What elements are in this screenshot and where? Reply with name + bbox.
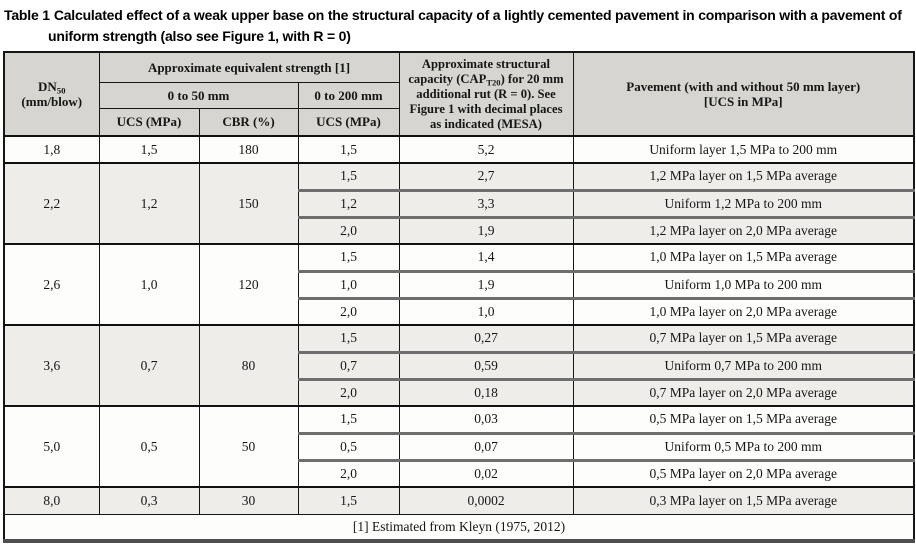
table-row: 2,0 1,9 1,2 MPa layer on 2,0 MPa average xyxy=(4,215,915,245)
cell-ucs-0-200: 1,5 xyxy=(297,135,400,164)
cell-ucs-0-50: 0,3 xyxy=(98,486,200,515)
header-ucs-0-50: UCS (MPa) xyxy=(98,107,200,137)
cell-cap: 2,7 xyxy=(398,162,574,191)
cell-cap: 5,2 xyxy=(398,135,574,164)
header-structural-capacity: Approximate structural capacity (CAPT20)… xyxy=(398,51,574,137)
cell-cap: 1,0 xyxy=(398,296,574,326)
header-dn50: DN50 (mm/blow) xyxy=(3,51,100,137)
header-dn50-unit: (mm/blow) xyxy=(21,94,83,109)
header-row-1: DN50 (mm/blow) Approximate equivalent st… xyxy=(3,51,915,137)
cell-dn50: 5,0 xyxy=(3,405,100,488)
cell-ucs-0-50: 0,5 xyxy=(98,405,200,488)
cell-pavement: 0,3 MPa layer on 1,5 MPa average xyxy=(572,486,915,515)
table-row: 0,7 0,59 Uniform 0,7 MPa to 200 mm xyxy=(4,350,915,380)
cell-cap: 0,07 xyxy=(398,431,574,461)
cell-pavement: Uniform 1,0 MPa to 200 mm xyxy=(572,269,915,299)
cell-pavement: Uniform layer 1,5 MPa to 200 mm xyxy=(572,135,915,164)
cell-cbr: 80 xyxy=(198,324,299,407)
header-row-2: 0 to 50 mm 0 to 200 mm xyxy=(4,81,914,109)
table-row: 3,6 0,7 80 1,5 0,27 0,7 MPa layer on 1,5… xyxy=(3,324,915,407)
cell-cap: 0,59 xyxy=(398,350,574,380)
table-row: 2,0 0,18 0,7 MPa layer on 2,0 MPa averag… xyxy=(4,377,915,407)
cell-pavement: 0,7 MPa layer on 1,5 MPa average xyxy=(572,324,915,353)
cell-cbr: 150 xyxy=(198,162,299,245)
cell-ucs-0-200: 2,0 xyxy=(297,458,400,488)
cell-cap: 1,9 xyxy=(398,269,574,299)
table-row: 1,2 3,3 Uniform 1,2 MPa to 200 mm xyxy=(4,188,915,218)
cell-ucs-0-200: 1,0 xyxy=(297,269,400,299)
cell-cap: 1,9 xyxy=(398,215,574,245)
cell-pavement: 0,5 MPa layer on 1,5 MPa average xyxy=(572,405,915,434)
cell-ucs-0-200: 0,7 xyxy=(297,350,400,380)
cell-cbr: 50 xyxy=(198,405,299,488)
cell-pavement: 1,0 MPa layer on 2,0 MPa average xyxy=(572,296,915,326)
table-row: 0,5 0,07 Uniform 0,5 MPa to 200 mm xyxy=(4,431,915,461)
cell-pavement: 1,2 MPa layer on 1,5 MPa average xyxy=(572,162,915,191)
header-row-3: UCS (MPa) CBR (%) UCS (MPa) xyxy=(4,107,914,137)
cell-cap: 0,03 xyxy=(398,405,574,434)
cell-cap: 0,18 xyxy=(398,377,574,407)
cell-ucs-0-200: 1,2 xyxy=(297,188,400,218)
table-1: DN50 (mm/blow) Approximate equivalent st… xyxy=(3,51,915,543)
cell-pavement: 0,7 MPa layer on 2,0 MPa average xyxy=(572,377,915,407)
table-row: 1,8 1,5 180 1,5 5,2 Uniform layer 1,5 MP… xyxy=(3,135,915,164)
cell-cap: 1,4 xyxy=(398,243,574,272)
cell-ucs-0-200: 1,5 xyxy=(297,486,400,515)
table-row: 5,0 0,5 50 1,5 0,03 0,5 MPa layer on 1,5… xyxy=(3,405,915,488)
cell-ucs-0-200: 2,0 xyxy=(297,296,400,326)
cell-dn50: 2,6 xyxy=(3,243,100,326)
cell-ucs-0-50: 1,0 xyxy=(98,243,200,326)
cell-pavement: 1,0 MPa layer on 1,5 MPa average xyxy=(572,243,915,272)
header-cbr: CBR (%) xyxy=(198,107,299,137)
cell-dn50: 8,0 xyxy=(3,486,100,515)
cell-ucs-0-50: 1,2 xyxy=(98,162,200,245)
table-row: 2,0 0,02 0,5 MPa layer on 2,0 MPa averag… xyxy=(4,458,915,488)
cell-dn50: 1,8 xyxy=(3,135,100,164)
cell-ucs-0-200: 2,0 xyxy=(297,215,400,245)
cell-ucs-0-200: 1,5 xyxy=(297,324,400,353)
cell-cap: 3,3 xyxy=(398,188,574,218)
table-row: 2,6 1,0 120 1,5 1,4 1,0 MPa layer on 1,5… xyxy=(3,243,915,326)
table-row: 1,0 1,9 Uniform 1,0 MPa to 200 mm xyxy=(4,269,915,299)
header-span-0-50: 0 to 50 mm xyxy=(98,81,299,109)
header-span-0-200: 0 to 200 mm xyxy=(297,81,400,109)
cell-pavement: 1,2 MPa layer on 2,0 MPa average xyxy=(572,215,915,245)
cell-cap: 0,02 xyxy=(398,458,574,488)
header-pavement: Pavement (with and without 50 mm layer) … xyxy=(572,51,915,137)
cell-cbr: 30 xyxy=(198,486,299,515)
cell-pavement: Uniform 0,7 MPa to 200 mm xyxy=(572,350,915,380)
cell-ucs-0-200: 0,5 xyxy=(297,431,400,461)
table-caption: Table 1 Calculated effect of a weak upper… xyxy=(0,0,916,51)
table-caption-text: Calculated effect of a weak upper base o… xyxy=(48,7,902,44)
footnote-row: [1] Estimated from Kleyn (1975, 2012) xyxy=(3,513,915,542)
cell-dn50: 3,6 xyxy=(3,324,100,407)
cell-cap: 0,0002 xyxy=(398,486,574,515)
cell-pavement: Uniform 0,5 MPa to 200 mm xyxy=(572,431,915,461)
cell-ucs-0-50: 0,7 xyxy=(98,324,200,407)
table-footnote: [1] Estimated from Kleyn (1975, 2012) xyxy=(3,513,915,542)
header-dn50-symbol: DN50 xyxy=(37,79,66,96)
cell-pavement: Uniform 1,2 MPa to 200 mm xyxy=(572,188,915,218)
table-caption-label: Table 1 xyxy=(4,7,50,23)
header-equivalent-strength-group: Approximate equivalent strength [1] xyxy=(98,51,400,83)
cell-ucs-0-200: 2,0 xyxy=(297,377,400,407)
cell-ucs-0-200: 1,5 xyxy=(297,162,400,191)
cell-dn50: 2,2 xyxy=(3,162,100,245)
cell-cbr: 180 xyxy=(198,135,299,164)
cell-ucs-0-50: 1,5 xyxy=(98,135,200,164)
cell-ucs-0-200: 1,5 xyxy=(297,405,400,434)
table-row: 2,2 1,2 150 1,5 2,7 1,2 MPa layer on 1,5… xyxy=(3,162,915,245)
table-row: 8,0 0,3 30 1,5 0,0002 0,3 MPa layer on 1… xyxy=(3,486,915,515)
header-ucs-0-200: UCS (MPa) xyxy=(297,107,400,137)
header-pavement-line2: [UCS in MPa] xyxy=(703,94,783,109)
cell-ucs-0-200: 1,5 xyxy=(297,243,400,272)
cell-cbr: 120 xyxy=(198,243,299,326)
header-pavement-line1: Pavement (with and without 50 mm layer) xyxy=(626,79,861,94)
cell-pavement: 0,5 MPa layer on 2,0 MPa average xyxy=(572,458,915,488)
cell-cap: 0,27 xyxy=(398,324,574,353)
